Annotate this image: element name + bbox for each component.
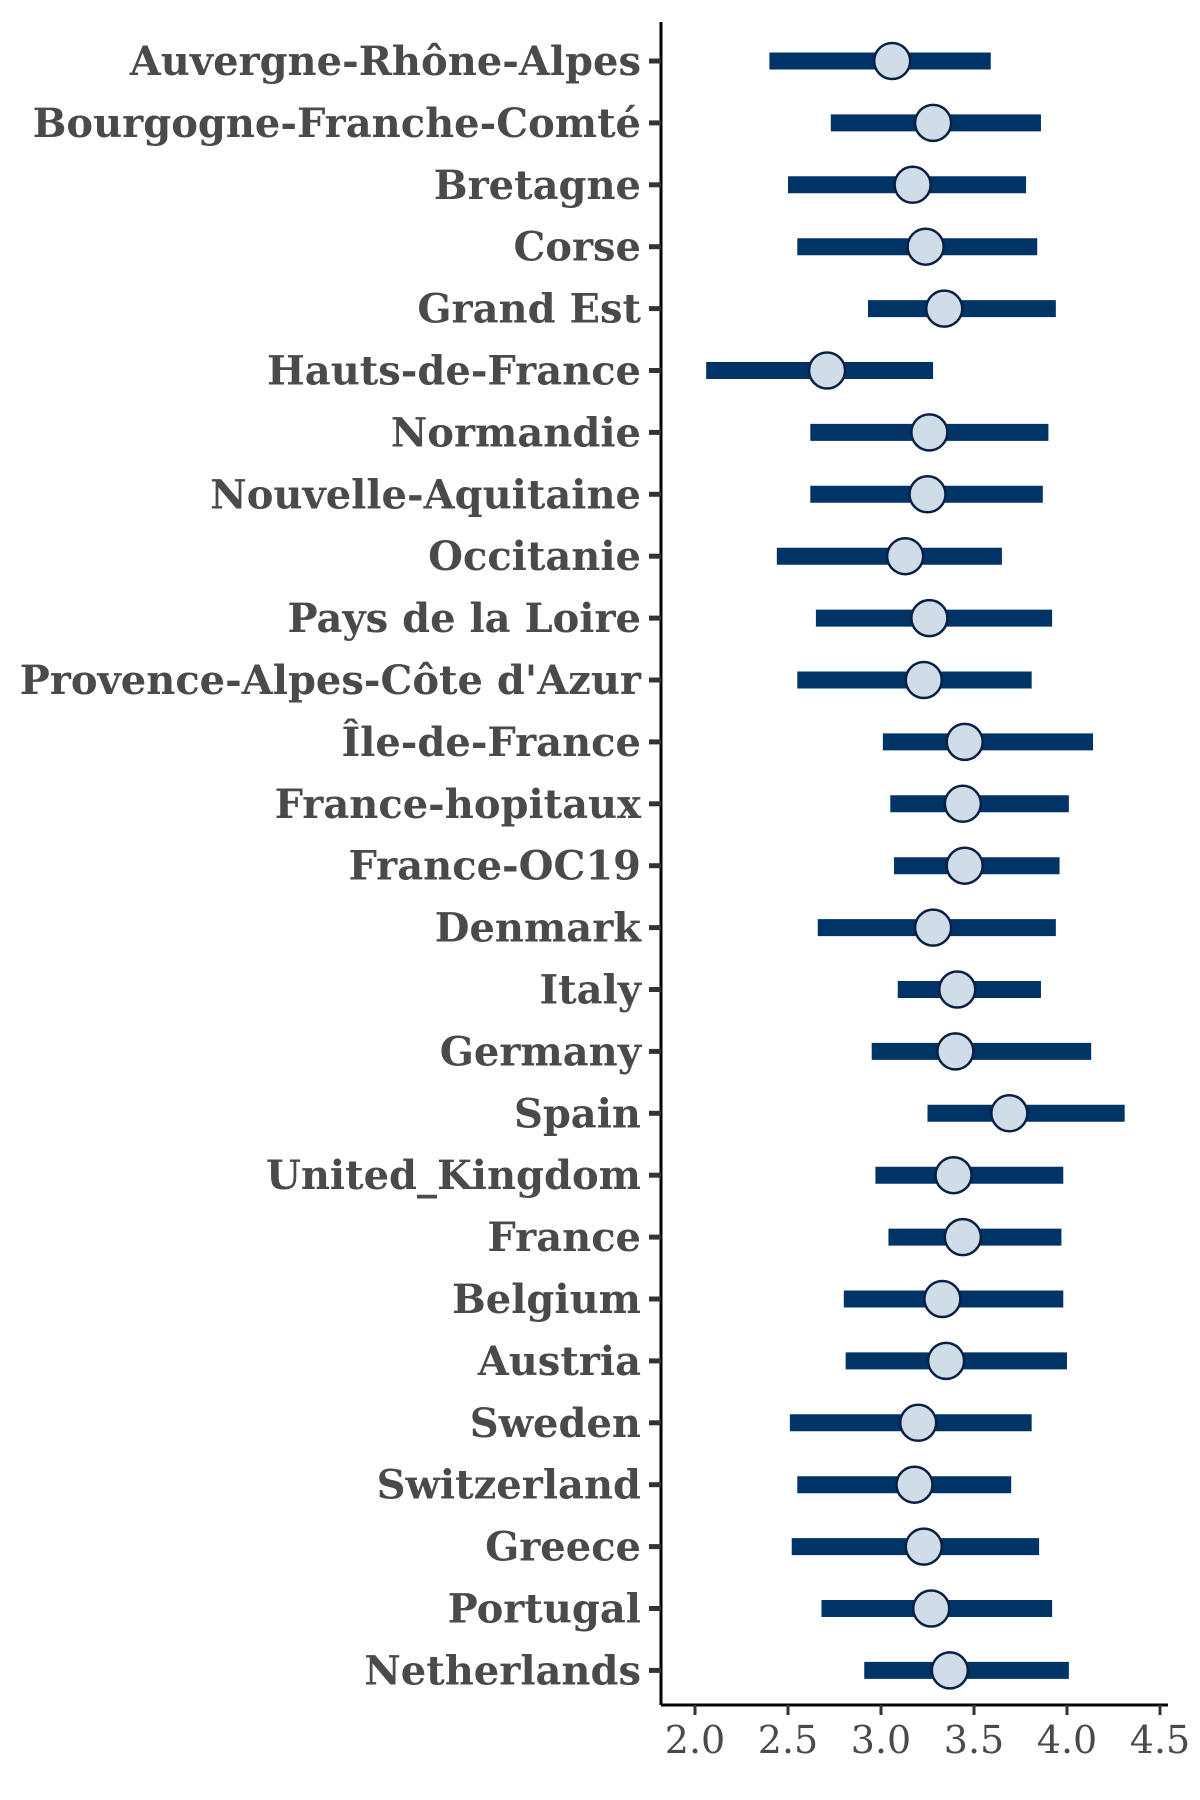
- row-label: Sweden: [470, 1400, 641, 1447]
- x-tick-label: 3.0: [851, 1718, 911, 1762]
- row-label: Normandie: [391, 409, 641, 456]
- estimate-point: [938, 970, 977, 1009]
- x-tick-label: 2.5: [758, 1718, 818, 1762]
- x-tick-label: 3.5: [944, 1718, 1004, 1762]
- row-label: Corse: [513, 224, 641, 271]
- estimate-point: [911, 1589, 951, 1628]
- estimate-point: [904, 660, 944, 700]
- estimate-point: [923, 1279, 962, 1319]
- row-label: Switzerland: [377, 1462, 641, 1509]
- estimate-point: [990, 1094, 1029, 1133]
- estimate-point: [872, 41, 912, 81]
- row-label: Greece: [485, 1524, 641, 1571]
- estimate-point: [924, 289, 964, 328]
- row-label: Italy: [539, 967, 642, 1014]
- estimate-point: [898, 1403, 938, 1443]
- row-label: Germany: [440, 1028, 643, 1075]
- row-label: France-OC19: [348, 843, 641, 890]
- row-label: Provence-Alpes-Côte d'Azur: [20, 657, 642, 704]
- row-label: Bretagne: [434, 162, 641, 209]
- row-label: Pays de la Loire: [287, 595, 641, 642]
- row-label: Portugal: [448, 1586, 641, 1633]
- row-label: United_Kingdom: [266, 1152, 641, 1199]
- estimate-point: [913, 908, 953, 947]
- estimate-point: [913, 103, 953, 143]
- row-label: Belgium: [452, 1276, 641, 1323]
- row-label: Hauts-de-France: [267, 348, 641, 395]
- estimate-point: [934, 1155, 973, 1195]
- x-tick-label: 4.5: [1130, 1718, 1190, 1762]
- estimate-point: [926, 1341, 966, 1381]
- estimate-point: [906, 227, 945, 266]
- row-label: Bourgogne-Franche-Comté: [33, 100, 641, 147]
- estimate-point: [895, 1465, 934, 1504]
- estimate-point: [910, 413, 949, 452]
- x-tick-label: 4.0: [1037, 1718, 1097, 1762]
- row-label: Austria: [477, 1338, 641, 1385]
- row-label: Grand Est: [417, 286, 641, 333]
- estimate-point: [910, 598, 949, 638]
- row-label: France: [487, 1214, 641, 1261]
- row-label: Denmark: [435, 905, 643, 952]
- marker-layer: [807, 41, 1029, 1690]
- estimate-point: [885, 536, 925, 576]
- x-tick-label: 2.0: [665, 1718, 725, 1762]
- estimate-point: [943, 1217, 983, 1257]
- estimate-point: [930, 1651, 970, 1690]
- estimate-point: [936, 1032, 975, 1071]
- row-label: Auvergne-Rhône-Alpes: [129, 38, 641, 85]
- estimate-point: [945, 722, 984, 762]
- row-label: Spain: [514, 1090, 641, 1137]
- estimate-point: [943, 784, 983, 824]
- row-label: Occitanie: [428, 533, 641, 580]
- estimate-point: [945, 846, 984, 885]
- estimate-point: [904, 1527, 944, 1566]
- estimate-point: [908, 475, 947, 514]
- row-label: Netherlands: [364, 1647, 641, 1694]
- estimate-point: [893, 165, 932, 205]
- row-label: Nouvelle-Aquitaine: [210, 471, 641, 518]
- estimate-point: [807, 351, 847, 390]
- label-layer: Auvergne-Rhône-Alpes Bourgogne-Franche-Co…: [20, 38, 1191, 1762]
- row-label: France-hopitaux: [275, 781, 643, 828]
- row-label: Île-de-France: [341, 719, 641, 766]
